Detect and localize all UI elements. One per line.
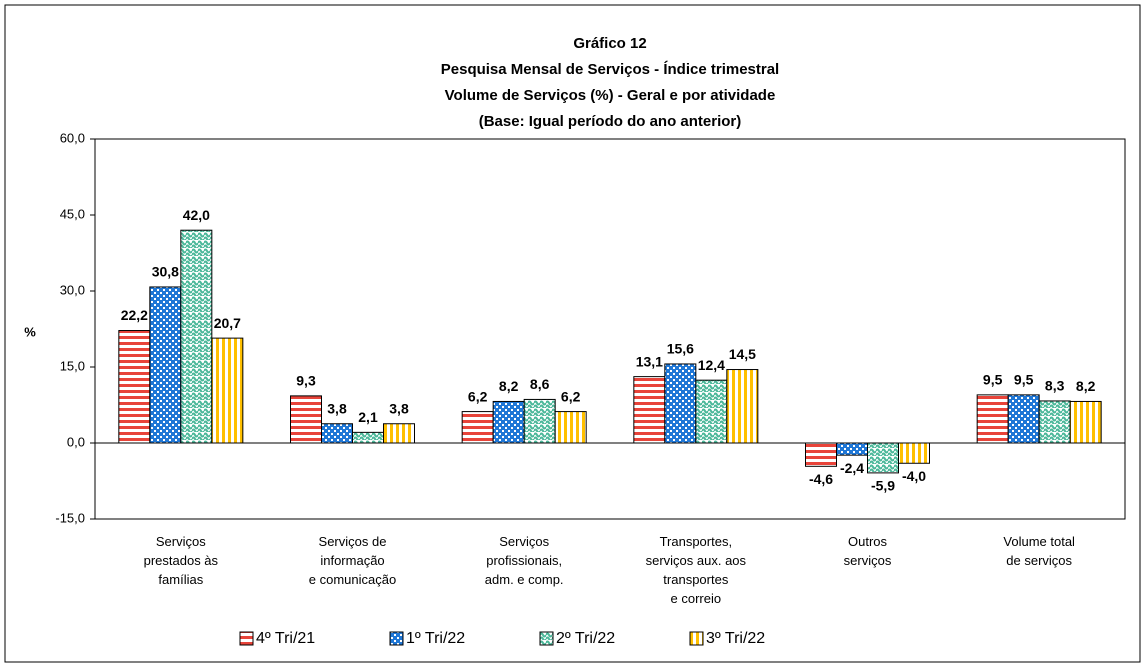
value-label: -5,9	[871, 478, 895, 494]
value-label: 9,5	[983, 372, 1003, 388]
bar	[1069, 400, 1102, 444]
x-tick-label: Transportes, serviços aux. aos transportes…	[646, 534, 747, 606]
bar	[726, 369, 759, 444]
y-axis-label: %	[24, 324, 36, 339]
value-label: -2,4	[840, 460, 864, 476]
value-label: 9,3	[296, 373, 316, 389]
legend-label: 2º Tri/22	[556, 630, 615, 647]
y-tick-label: 30,0	[60, 282, 85, 297]
value-label: 14,5	[729, 346, 756, 362]
value-label: 3,8	[389, 400, 409, 416]
bar	[118, 330, 151, 444]
legend-swatch	[239, 631, 254, 646]
bar	[695, 379, 728, 444]
bar	[867, 442, 899, 474]
bar	[321, 423, 353, 444]
chart-title: Gráfico 12	[573, 35, 646, 52]
legend-swatch	[689, 631, 704, 646]
value-label: -4,6	[809, 471, 833, 487]
chart-title: (Base: Igual período do ano anterior)	[479, 113, 742, 130]
y-tick-label: 15,0	[60, 358, 85, 373]
legend-swatch	[389, 631, 404, 646]
bar	[898, 442, 930, 464]
chart-title: Volume de Serviços (%) - Geral e por ati…	[445, 87, 776, 104]
value-label: 30,8	[152, 264, 179, 280]
value-label: 6,2	[561, 388, 581, 404]
bar	[523, 398, 556, 444]
y-tick-label: 60,0	[60, 130, 85, 145]
bar	[976, 394, 1009, 444]
value-label: 12,4	[698, 357, 725, 373]
bar	[180, 229, 213, 444]
bar	[836, 442, 868, 456]
plot-border	[94, 138, 1126, 520]
value-label: 15,6	[667, 341, 694, 357]
value-label: 20,7	[214, 315, 241, 331]
x-tick-label: Outros serviços	[844, 534, 892, 568]
x-tick-label: Volume total de serviços	[1003, 534, 1075, 568]
chart-title: Pesquisa Mensal de Serviços - Índice tri…	[441, 61, 779, 78]
y-tick-label: 0,0	[67, 434, 85, 449]
legend-label: 4º Tri/21	[256, 630, 315, 647]
y-tick-label: 45,0	[60, 206, 85, 221]
legend-swatch	[539, 631, 554, 646]
value-label: 8,2	[499, 378, 519, 394]
y-tick-label: -15,0	[55, 510, 85, 525]
value-label: 3,8	[327, 400, 347, 416]
x-tick-label: Serviços de informação e comunicação	[309, 534, 396, 587]
bar	[383, 423, 415, 444]
value-label: 2,1	[358, 409, 378, 425]
value-label: 8,6	[530, 376, 550, 392]
value-label: -4,0	[902, 468, 926, 484]
x-tick-label: Serviços prestados às famílias	[144, 534, 219, 587]
bar	[352, 431, 384, 444]
value-label: 42,0	[183, 207, 210, 223]
value-label: 9,5	[1014, 372, 1034, 388]
bar	[149, 286, 182, 444]
value-label: 8,2	[1076, 378, 1096, 394]
bar	[492, 400, 525, 444]
bar	[554, 411, 587, 444]
value-label: 13,1	[636, 353, 663, 369]
value-label: 8,3	[1045, 378, 1065, 394]
value-label: 22,2	[121, 307, 148, 323]
value-label: 6,2	[468, 388, 488, 404]
bar	[461, 411, 494, 444]
bar	[1038, 400, 1071, 444]
bar	[664, 363, 697, 444]
legend-label: 1º Tri/22	[406, 630, 465, 647]
legend-label: 3º Tri/22	[706, 630, 765, 647]
bar	[1007, 394, 1040, 444]
bar	[290, 395, 322, 444]
x-tick-label: Serviços profissionais, adm. e comp.	[485, 534, 564, 587]
bar	[211, 337, 244, 444]
bar	[633, 376, 666, 444]
bar	[805, 442, 837, 467]
